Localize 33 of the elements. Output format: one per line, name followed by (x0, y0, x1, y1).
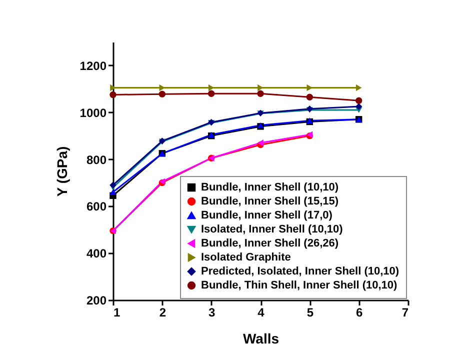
legend-label: Bundle, Inner Shell (10,10) (201, 182, 339, 194)
point (110, 182, 116, 188)
legend-label: Bundle, Inner Shell (15,15) (201, 196, 339, 208)
x-tick-label: 5 (306, 306, 314, 320)
legend-label: Isolated Graphite (201, 252, 291, 264)
x-tick-label: 6 (356, 306, 363, 320)
legend-label: Bundle, Inner Shell (26,26) (201, 238, 339, 250)
y-tick-label: 600 (86, 200, 107, 214)
y-tick-label: 400 (86, 246, 107, 261)
legend-label: Bundle, Inner Shell (17,0) (201, 210, 333, 222)
x-tick-label: 2 (159, 306, 166, 320)
y-tick-label: 800 (86, 152, 107, 167)
x-tick-label: 1 (114, 306, 120, 320)
point (110, 91, 116, 98)
point (355, 103, 362, 110)
point (306, 94, 314, 100)
point (257, 90, 264, 97)
point (356, 84, 362, 92)
x-tick-label: 4 (258, 306, 265, 320)
point (355, 97, 362, 104)
y-axis-title: Y (GPa) (54, 146, 70, 197)
y-tick-label: 1200 (80, 58, 107, 73)
y-tick-label: 1000 (80, 106, 107, 120)
legend-label: Predicted, Isolated, Inner Shell (10,10) (201, 266, 400, 278)
point (158, 90, 166, 98)
legend-label: Bundle, Thin Shell, Inner Shell (10,10) (201, 280, 398, 292)
x-axis-title: Walls (242, 330, 280, 346)
legend-label: Isolated, Inner Shell (10,10) (201, 224, 344, 236)
x-tick-label: 3 (208, 306, 216, 320)
x-tick-label: 7 (402, 306, 409, 320)
point (110, 189, 116, 196)
y-tick-label: 200 (86, 294, 107, 308)
point (208, 90, 215, 97)
